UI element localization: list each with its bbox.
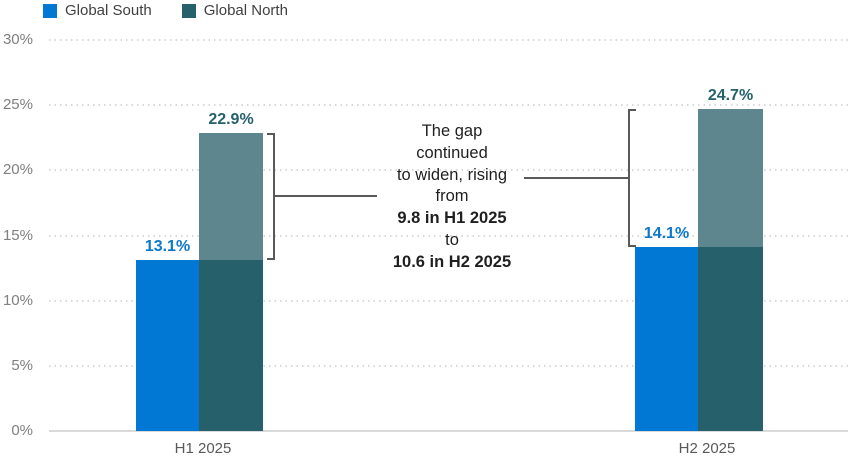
chart-legend: Global South Global North xyxy=(43,2,288,19)
y-gridline xyxy=(49,299,848,302)
y-tick-label: 5% xyxy=(11,356,33,374)
x-tick-label-h2-2025: H2 2025 xyxy=(678,440,736,457)
legend-swatch-global-south-icon xyxy=(43,3,57,18)
data-label-global-south-h1: 13.1% xyxy=(144,238,191,256)
y-tick-label: 0% xyxy=(11,422,33,439)
y-tick-label: 15% xyxy=(2,226,33,244)
gap-annotation: The gap continued to widen, rising from … xyxy=(393,121,511,274)
y-gridline xyxy=(49,39,848,41)
y-gridline xyxy=(49,364,848,367)
bar-global-north-h2-gap-segment xyxy=(698,109,763,248)
legend-item-global-north: Global North xyxy=(181,2,288,19)
bar-global-south-h1-2025 xyxy=(136,260,199,431)
y-tick-label: 30% xyxy=(2,31,33,48)
bar-global-north-h2-overlap-segment xyxy=(698,247,763,431)
annotation-line: continued xyxy=(416,143,488,162)
y-gridline xyxy=(49,169,848,172)
legend-label-global-north: Global North xyxy=(203,2,288,19)
bar-global-north-h1-2025 xyxy=(199,132,263,431)
y-gridline xyxy=(49,234,848,237)
y-tick-label: 20% xyxy=(2,161,33,179)
x-axis-line xyxy=(49,430,848,432)
annotation-line: from xyxy=(435,187,469,206)
legend-label-global-south: Global South xyxy=(65,2,152,19)
y-gridline xyxy=(49,104,848,107)
annotation-line-gap-h1: 9.8 in H1 2025 xyxy=(397,209,507,228)
bar-global-north-h1-overlap-segment xyxy=(199,260,263,431)
y-tick-label: 10% xyxy=(2,291,33,309)
annotation-connector-line-left xyxy=(275,195,377,198)
annotation-connector-line-right xyxy=(524,177,628,180)
annotation-line: The gap xyxy=(421,122,483,140)
y-tick-label: 25% xyxy=(2,96,33,114)
data-label-global-south-h2: 14.1% xyxy=(643,225,690,243)
gap-bracket-h2 xyxy=(628,109,636,248)
annotation-line: to xyxy=(445,230,459,249)
annotation-line: to widen, rising xyxy=(396,165,508,184)
data-label-global-north-h1: 22.9% xyxy=(208,110,254,128)
gap-bracket-h1 xyxy=(267,132,275,261)
legend-swatch-global-north-icon xyxy=(181,3,196,18)
bar-global-south-h2-2025 xyxy=(635,247,698,431)
bar-global-north-h1-gap-segment xyxy=(199,132,263,261)
bar-global-north-h2-2025 xyxy=(698,109,763,431)
x-tick-label-h1-2025: H1 2025 xyxy=(174,440,232,457)
annotation-line-gap-h2: 10.6 in H2 2025 xyxy=(392,252,512,271)
legend-item-global-south: Global South xyxy=(43,2,152,19)
data-label-global-north-h2: 24.7% xyxy=(707,87,754,105)
